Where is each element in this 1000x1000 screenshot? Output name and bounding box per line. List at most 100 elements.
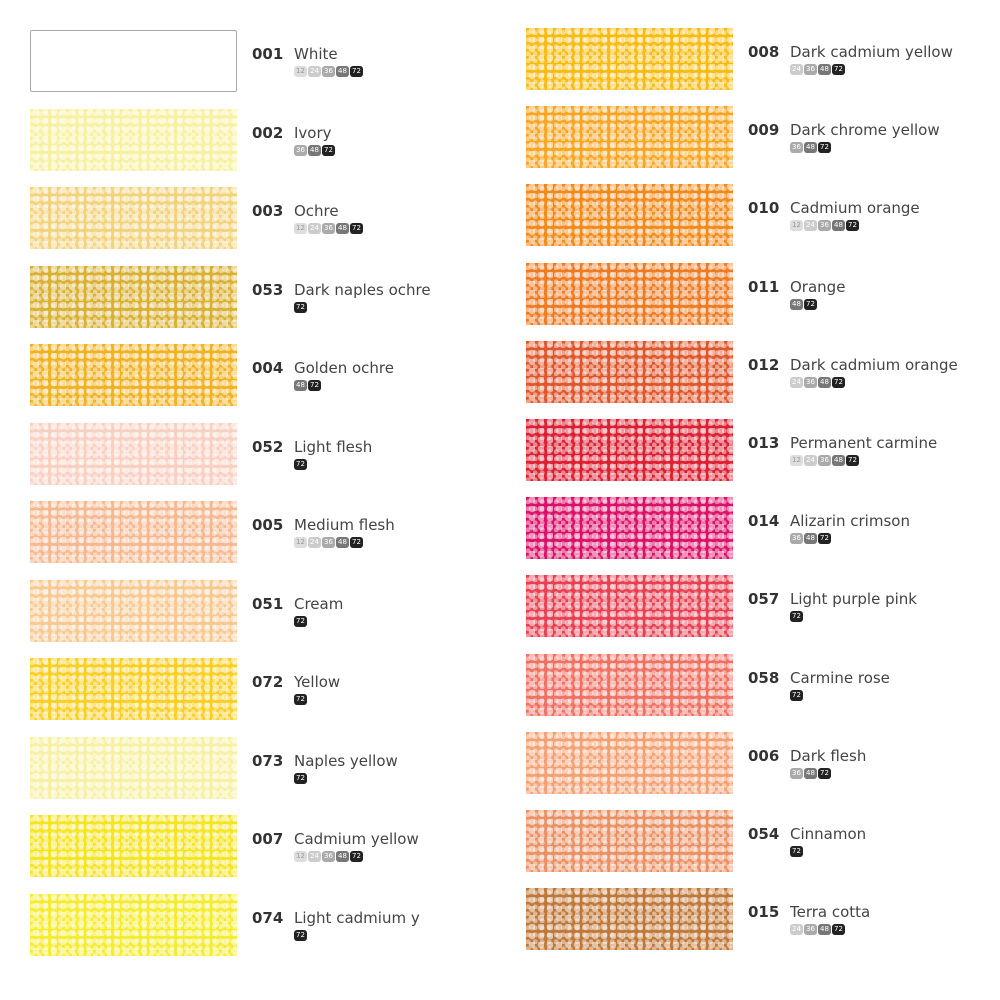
set-badge: 72 xyxy=(294,458,307,470)
set-badges: 72 xyxy=(294,615,307,627)
color-swatch xyxy=(30,893,237,956)
color-code: 012 xyxy=(748,355,780,374)
color-name: Alizarin crimson xyxy=(790,512,910,531)
set-badges: 72 xyxy=(294,301,307,313)
set-badge: 72 xyxy=(294,929,307,941)
color-swatch xyxy=(526,888,733,951)
swatch-label: 051 Cream xyxy=(252,594,343,613)
set-badge: 12 xyxy=(790,455,803,466)
color-name: Cadmium yellow xyxy=(294,830,419,848)
set-badge: 36 xyxy=(294,144,307,156)
swatch-label: 015 Terra cotta xyxy=(748,902,870,921)
set-badge: 36 xyxy=(804,924,817,936)
color-name: Yellow xyxy=(294,673,341,691)
set-badge: 48 xyxy=(804,767,817,779)
set-badge: 24 xyxy=(804,220,817,232)
set-badge: 72 xyxy=(818,533,831,545)
color-swatch xyxy=(30,422,237,485)
set-badge: 24 xyxy=(308,223,321,234)
swatch-label: 014 Alizarin crimson xyxy=(748,511,910,530)
set-badge: 48 xyxy=(832,220,845,232)
set-badges: 36 48 72 xyxy=(790,767,831,779)
set-badges: 12 24 36 48 72 xyxy=(294,66,363,77)
set-badge: 72 xyxy=(350,223,363,234)
set-badge: 72 xyxy=(790,611,803,623)
set-badge: 24 xyxy=(308,66,321,77)
swatch-label: 005 Medium flesh xyxy=(252,515,395,534)
color-swatch xyxy=(30,30,237,92)
color-code: 074 xyxy=(252,908,284,927)
set-badge: 72 xyxy=(832,376,845,388)
swatch-label: 003 Ochre xyxy=(252,201,339,220)
color-name: White xyxy=(294,45,338,63)
set-badge: 12 xyxy=(294,223,307,234)
set-badge: 48 xyxy=(818,924,831,936)
color-swatch xyxy=(30,736,237,799)
color-name: Cinnamon xyxy=(790,825,867,843)
set-badge: 72 xyxy=(832,64,845,75)
set-badge: 72 xyxy=(846,455,859,466)
color-swatch xyxy=(526,810,733,872)
swatch-label: 058 Carmine rose xyxy=(748,668,890,687)
color-swatch xyxy=(526,184,733,247)
set-badge: 36 xyxy=(322,66,335,77)
color-swatch xyxy=(30,265,237,328)
swatch-label: 053 Dark naples ochre xyxy=(252,280,431,299)
set-badge: 72 xyxy=(790,689,803,701)
color-swatch xyxy=(30,501,237,563)
set-badge: 72 xyxy=(322,144,335,156)
set-badge: 36 xyxy=(804,376,817,388)
color-code: 004 xyxy=(252,359,284,377)
set-badge: 12 xyxy=(294,66,307,77)
color-code: 053 xyxy=(252,280,284,299)
set-badges: 24 36 48 72 xyxy=(790,376,845,388)
swatch-label: 012 Dark cadmium orange xyxy=(748,355,958,374)
set-badge: 12 xyxy=(294,851,307,862)
color-swatch xyxy=(30,187,237,249)
set-badges: 36 48 72 xyxy=(790,533,831,545)
set-badge: 12 xyxy=(294,537,307,548)
color-code: 072 xyxy=(252,673,284,691)
set-badge: 48 xyxy=(336,223,349,234)
color-swatch xyxy=(526,653,733,716)
color-code: 014 xyxy=(748,512,780,531)
color-name: Carmine rose xyxy=(790,668,890,687)
set-badge: 48 xyxy=(818,64,831,75)
color-name: Light cadmium y xyxy=(294,908,420,927)
set-badge: 48 xyxy=(294,380,307,391)
color-name: Permanent carmine xyxy=(790,434,938,452)
color-name: Ivory xyxy=(294,123,332,142)
color-code: 005 xyxy=(252,516,284,534)
swatch-label: 011 Orange xyxy=(748,277,845,296)
set-badges: 12 24 36 48 72 xyxy=(790,220,859,232)
set-badges: 24 36 48 72 xyxy=(790,64,845,75)
swatch-label: 004 Golden ochre xyxy=(252,358,394,377)
set-badge: 72 xyxy=(818,142,831,154)
color-code: 008 xyxy=(748,43,780,61)
set-badge: 72 xyxy=(294,615,307,627)
color-swatch xyxy=(30,658,237,720)
set-badge: 36 xyxy=(818,455,831,466)
set-badge: 24 xyxy=(308,537,321,548)
color-swatch xyxy=(526,731,733,794)
set-badge: 36 xyxy=(322,223,335,234)
set-badge: 48 xyxy=(804,533,817,545)
swatch-label: 006 Dark flesh xyxy=(748,746,866,765)
color-code: 013 xyxy=(748,434,780,452)
set-badge: 36 xyxy=(322,851,335,862)
color-name: Orange xyxy=(790,277,846,296)
set-badge: 48 xyxy=(790,298,803,310)
color-code: 015 xyxy=(748,903,780,922)
set-badges: 12 24 36 48 72 xyxy=(790,455,859,466)
color-code: 001 xyxy=(252,45,284,63)
swatch-label: 009 Dark chrome yellow xyxy=(748,120,940,139)
color-name: Cream xyxy=(294,594,344,613)
color-swatch xyxy=(30,815,237,877)
color-swatch xyxy=(526,497,733,560)
swatch-label: 007 Cadmium yellow xyxy=(252,829,419,848)
set-badge: 48 xyxy=(818,376,831,388)
color-code: 058 xyxy=(748,668,780,687)
color-swatch xyxy=(526,106,733,169)
set-badges: 12 24 36 48 72 xyxy=(294,537,363,548)
color-name: Dark chrome yellow xyxy=(790,121,940,140)
